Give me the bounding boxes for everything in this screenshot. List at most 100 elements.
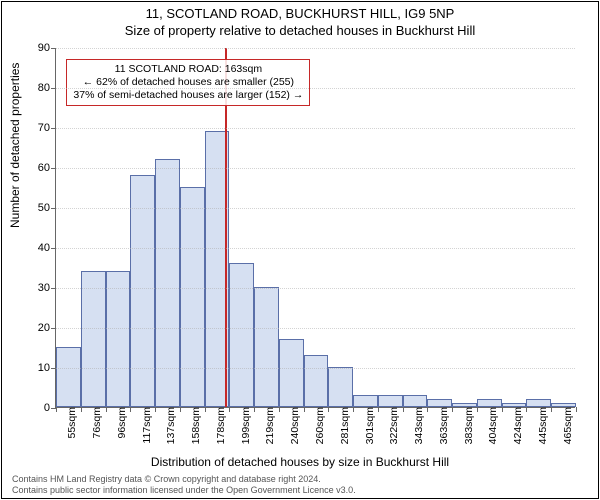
x-tick-label: 301sqm: [364, 407, 376, 444]
bar: [180, 187, 205, 407]
x-tick-label: 76sqm: [91, 407, 103, 439]
gridline: [56, 288, 575, 289]
footer-line1: Contains HM Land Registry data © Crown c…: [12, 474, 356, 484]
x-tick-mark: [427, 407, 428, 412]
x-tick-mark: [229, 407, 230, 412]
chart-plot-area: 11 SCOTLAND ROAD: 163sqm ← 62% of detach…: [55, 48, 575, 408]
bar: [403, 395, 428, 407]
bar: [81, 271, 106, 407]
x-tick-label: 137sqm: [165, 407, 177, 444]
y-tick-label: 90: [38, 42, 50, 54]
x-tick-mark: [477, 407, 478, 412]
bar: [106, 271, 131, 407]
y-tick-label: 60: [38, 162, 50, 174]
gridline: [56, 328, 575, 329]
bar: [477, 399, 502, 407]
x-tick-label: 178sqm: [215, 407, 227, 444]
x-tick-mark: [304, 407, 305, 412]
title-block: 11, SCOTLAND ROAD, BUCKHURST HILL, IG9 5…: [0, 0, 600, 38]
x-tick-label: 343sqm: [413, 407, 425, 444]
gridline: [56, 168, 575, 169]
y-tick-label: 20: [38, 322, 50, 334]
bar: [427, 399, 452, 407]
bar: [328, 367, 353, 407]
bar: [304, 355, 329, 407]
x-tick-mark: [551, 407, 552, 412]
x-tick-mark: [378, 407, 379, 412]
gridline: [56, 368, 575, 369]
x-tick-mark: [205, 407, 206, 412]
x-tick-label: 158sqm: [190, 407, 202, 444]
y-tick-mark: [51, 48, 56, 49]
y-tick-mark: [51, 288, 56, 289]
gridline: [56, 88, 575, 89]
x-tick-mark: [106, 407, 107, 412]
y-axis-label: Number of detached properties: [8, 63, 22, 228]
gridline: [56, 48, 575, 49]
y-tick-mark: [51, 328, 56, 329]
x-tick-mark: [526, 407, 527, 412]
y-tick-mark: [51, 248, 56, 249]
bar: [254, 287, 279, 407]
y-tick-mark: [51, 168, 56, 169]
y-tick-label: 30: [38, 282, 50, 294]
bar: [56, 347, 81, 407]
bar: [155, 159, 180, 407]
x-tick-mark: [576, 407, 577, 412]
gridline: [56, 208, 575, 209]
x-tick-mark: [452, 407, 453, 412]
y-tick-label: 40: [38, 242, 50, 254]
x-tick-mark: [130, 407, 131, 412]
annotation-line3: 37% of semi-detached houses are larger (…: [73, 89, 303, 102]
bar: [130, 175, 155, 407]
y-tick-label: 70: [38, 122, 50, 134]
bar: [378, 395, 403, 407]
y-tick-label: 10: [38, 362, 50, 374]
x-tick-mark: [403, 407, 404, 412]
y-tick-mark: [51, 368, 56, 369]
y-tick-label: 50: [38, 202, 50, 214]
title-subtitle: Size of property relative to detached ho…: [0, 23, 600, 38]
bar: [526, 399, 551, 407]
x-axis-label: Distribution of detached houses by size …: [0, 455, 600, 469]
x-tick-label: 383sqm: [463, 407, 475, 444]
x-tick-label: 322sqm: [388, 407, 400, 444]
x-tick-label: 404sqm: [487, 407, 499, 444]
gridline: [56, 248, 575, 249]
x-tick-label: 424sqm: [512, 407, 524, 444]
x-tick-mark: [254, 407, 255, 412]
x-tick-label: 281sqm: [339, 407, 351, 444]
x-tick-mark: [328, 407, 329, 412]
annotation-box: 11 SCOTLAND ROAD: 163sqm ← 62% of detach…: [66, 59, 310, 106]
x-tick-label: 240sqm: [289, 407, 301, 444]
x-tick-mark: [180, 407, 181, 412]
x-tick-label: 465sqm: [562, 407, 574, 444]
y-tick-mark: [51, 88, 56, 89]
y-tick-label: 80: [38, 82, 50, 94]
y-tick-mark: [51, 128, 56, 129]
x-tick-mark: [81, 407, 82, 412]
x-tick-mark: [56, 407, 57, 412]
bar: [229, 263, 254, 407]
x-tick-label: 96sqm: [116, 407, 128, 439]
bar: [279, 339, 304, 407]
footer-line2: Contains public sector information licen…: [12, 485, 356, 495]
x-tick-label: 260sqm: [314, 407, 326, 444]
annotation-line1: 11 SCOTLAND ROAD: 163sqm: [73, 63, 303, 76]
x-tick-mark: [155, 407, 156, 412]
x-tick-label: 219sqm: [264, 407, 276, 444]
gridline: [56, 128, 575, 129]
x-tick-label: 363sqm: [438, 407, 450, 444]
footer-attribution: Contains HM Land Registry data © Crown c…: [12, 474, 356, 495]
y-tick-mark: [51, 208, 56, 209]
x-tick-mark: [502, 407, 503, 412]
bar: [353, 395, 378, 407]
y-tick-label: 0: [44, 402, 50, 414]
title-address: 11, SCOTLAND ROAD, BUCKHURST HILL, IG9 5…: [0, 6, 600, 21]
x-tick-label: 117sqm: [141, 407, 153, 444]
x-tick-mark: [353, 407, 354, 412]
x-tick-label: 199sqm: [240, 407, 252, 444]
x-tick-label: 55sqm: [66, 407, 78, 439]
x-tick-label: 445sqm: [537, 407, 549, 444]
x-tick-mark: [279, 407, 280, 412]
